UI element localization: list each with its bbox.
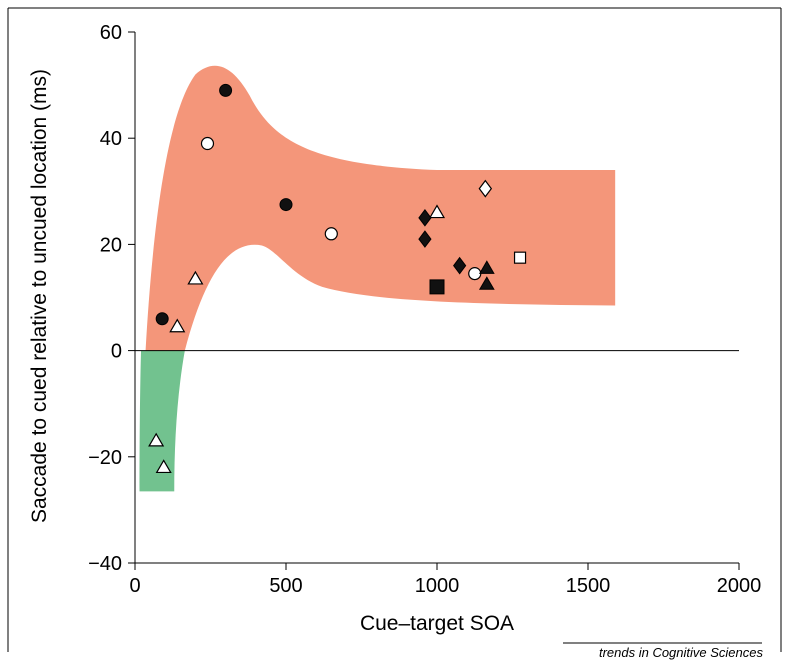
x-tick-label: 0 [129,575,140,597]
data-point-open-triangle [155,459,172,474]
x-axis-title: Cue–target SOA [360,612,514,635]
data-point-filled-diamond [418,230,432,248]
y-tick-label: 20 [100,234,122,256]
y-tick-label: 60 [100,22,122,44]
data-point-filled-circle [155,312,169,326]
data-point-filled-triangle [478,260,495,274]
data-point-filled-circle [279,198,293,212]
data-point-open-circle [324,227,338,241]
facilitation-band [145,65,616,351]
data-point-filled-square [429,279,445,295]
data-point-open-circle [200,136,215,151]
inhibition-band [139,350,185,492]
data-point-filled-circle [219,83,233,97]
data-point-filled-diamond [418,209,432,227]
bands-layer [139,65,616,492]
data-point-filled-triangle [478,276,495,290]
axes-layer: 0 500 1000 1500 2000 60 40 20 0 −20 −40 [88,22,761,597]
x-tick-label: 1000 [415,575,460,597]
data-point-open-square [513,251,527,264]
data-point-open-diamond [478,179,493,198]
data-point-open-triangle [187,270,204,285]
y-tick-label: 40 [100,128,122,150]
credit-text: trends in Cognitive Sciences [599,645,764,660]
y-axis-title: Saccade to cued relative to uncued locat… [28,69,51,523]
data-point-open-circle [468,267,482,281]
y-tick-label: 0 [111,341,122,363]
x-tick-label: 500 [269,575,302,597]
y-tick-label: −40 [88,553,122,575]
markers-layer [148,83,527,474]
x-tick-label: 2000 [717,575,762,597]
x-tick-label: 1500 [566,575,611,597]
data-point-open-triangle [169,318,186,333]
data-point-open-triangle [148,432,165,447]
data-point-open-triangle [428,204,446,219]
y-tick-label: −20 [88,447,122,469]
data-point-filled-diamond [453,256,467,275]
